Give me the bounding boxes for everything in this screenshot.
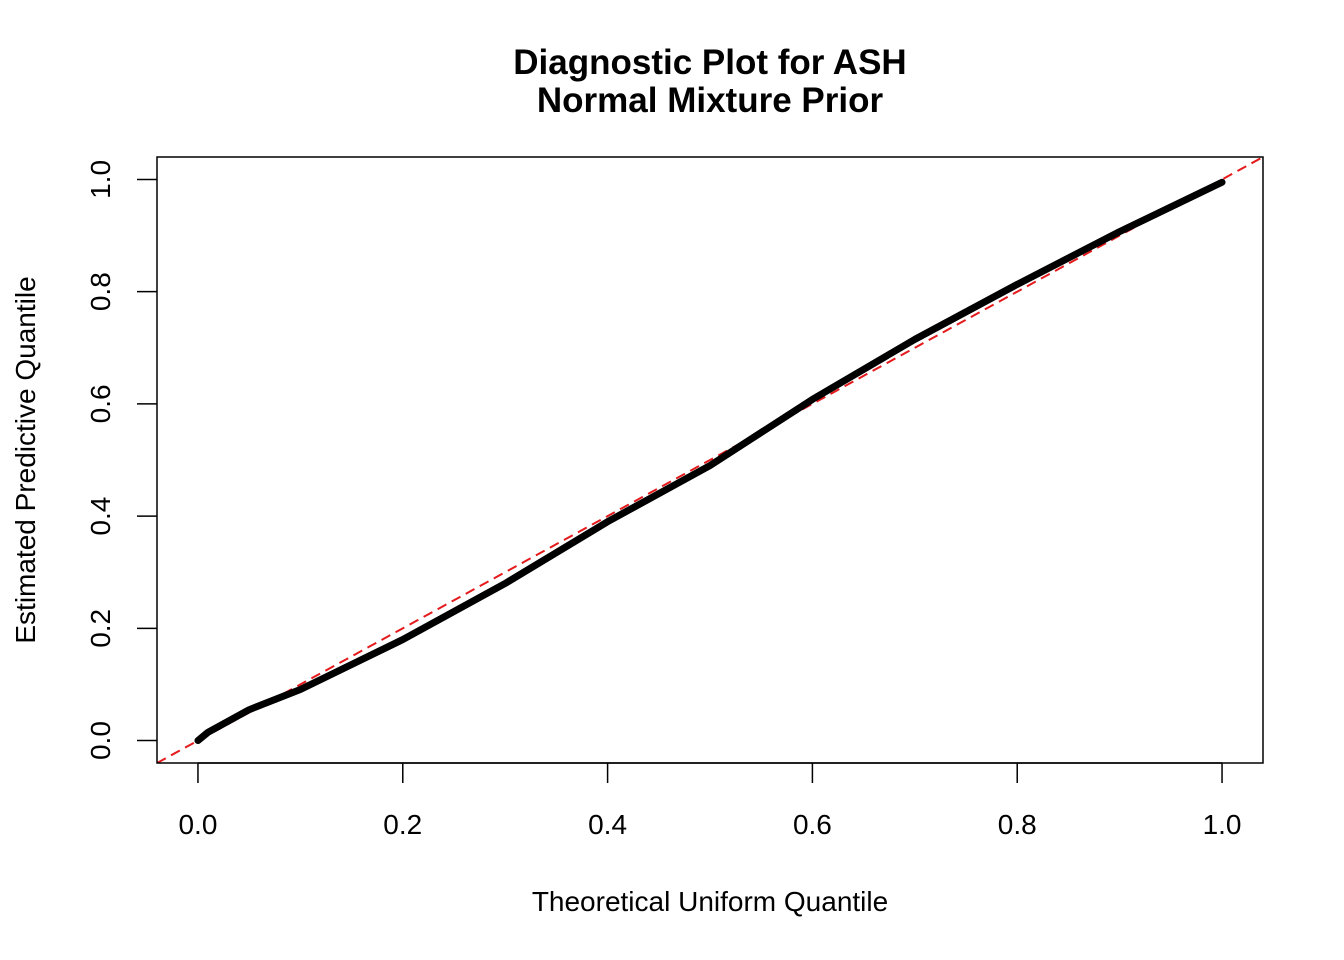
chart-subtitle: Normal Mixture Prior [537, 81, 884, 120]
plot-frame [156, 156, 1264, 764]
x-tick-label: 0.0 [178, 809, 217, 840]
y-tick-label: 0.6 [85, 384, 116, 423]
y-tick-label: 0.8 [85, 272, 116, 311]
x-tick-label: 0.4 [588, 809, 627, 840]
y-tick-label: 0.0 [85, 721, 116, 760]
y-tick-label: 0.2 [85, 609, 116, 648]
y-tick-label: 0.4 [85, 497, 116, 536]
x-axis-label: Theoretical Uniform Quantile [532, 886, 888, 917]
x-tick-label: 0.8 [998, 809, 1037, 840]
x-tick-label: 0.6 [793, 809, 832, 840]
x-tick-label: 0.2 [383, 809, 422, 840]
y-axis-label: Estimated Predictive Quantile [10, 276, 41, 643]
reference-line [157, 157, 1263, 763]
data-line [194, 178, 1226, 745]
x-tick-label: 1.0 [1203, 809, 1242, 840]
y-tick-label: 1.0 [85, 160, 116, 199]
chart-title: Diagnostic Plot for ASH [513, 43, 906, 82]
